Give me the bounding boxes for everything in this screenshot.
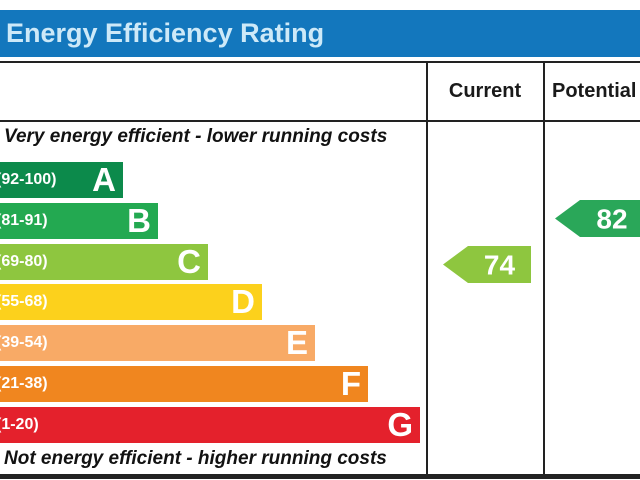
band-letter: C	[177, 243, 201, 280]
band-range-label: (21-38)	[0, 375, 48, 392]
band-row-b: (81-91) B	[0, 203, 158, 239]
chart-title-bar: Energy Efficiency Rating	[0, 10, 640, 57]
band-range-label: (39-54)	[0, 334, 48, 351]
band-row-f: (21-38) F	[0, 366, 368, 402]
band-letter: A	[92, 161, 116, 198]
band-range-label: (55-68)	[0, 293, 48, 310]
potential-column-header: Potential	[552, 80, 637, 102]
table-top-border	[0, 61, 640, 63]
band-row-c: (69-80) C	[0, 244, 208, 280]
current-rating-value: 74	[484, 250, 516, 281]
band-range-label: (1-20)	[0, 416, 39, 433]
band-range-label: (69-80)	[0, 253, 48, 270]
band-letter: G	[387, 406, 413, 443]
band-row-d: (55-68) D	[0, 284, 262, 320]
band-letter: B	[127, 202, 151, 239]
potential-column-divider	[543, 61, 545, 479]
band-row-g: (1-20) G	[0, 407, 420, 443]
current-arrow-shape	[443, 246, 531, 283]
chart-title: Energy Efficiency Rating	[6, 18, 325, 48]
band-letter: E	[285, 324, 308, 361]
band-range-label: (81-91)	[0, 212, 48, 229]
current-column-divider	[426, 61, 428, 479]
potential-rating-arrow: 82	[555, 200, 640, 237]
band-row-a: (92-100) A	[0, 162, 123, 198]
bottom-note: Not energy efficient - higher running co…	[4, 448, 387, 469]
band-row-e: (39-54) E	[0, 325, 315, 361]
band-letter: F	[340, 365, 361, 402]
band-letter: D	[231, 283, 255, 320]
header-row-divider	[0, 120, 640, 122]
potential-arrow-shape	[555, 200, 640, 237]
potential-rating-value: 82	[596, 204, 627, 235]
current-rating-arrow: 74	[443, 246, 531, 283]
table-bottom-border	[0, 474, 640, 479]
band-range-label: (92-100)	[0, 171, 57, 188]
top-note: Very energy efficient - lower running co…	[4, 126, 388, 147]
current-column-header: Current	[448, 80, 522, 102]
